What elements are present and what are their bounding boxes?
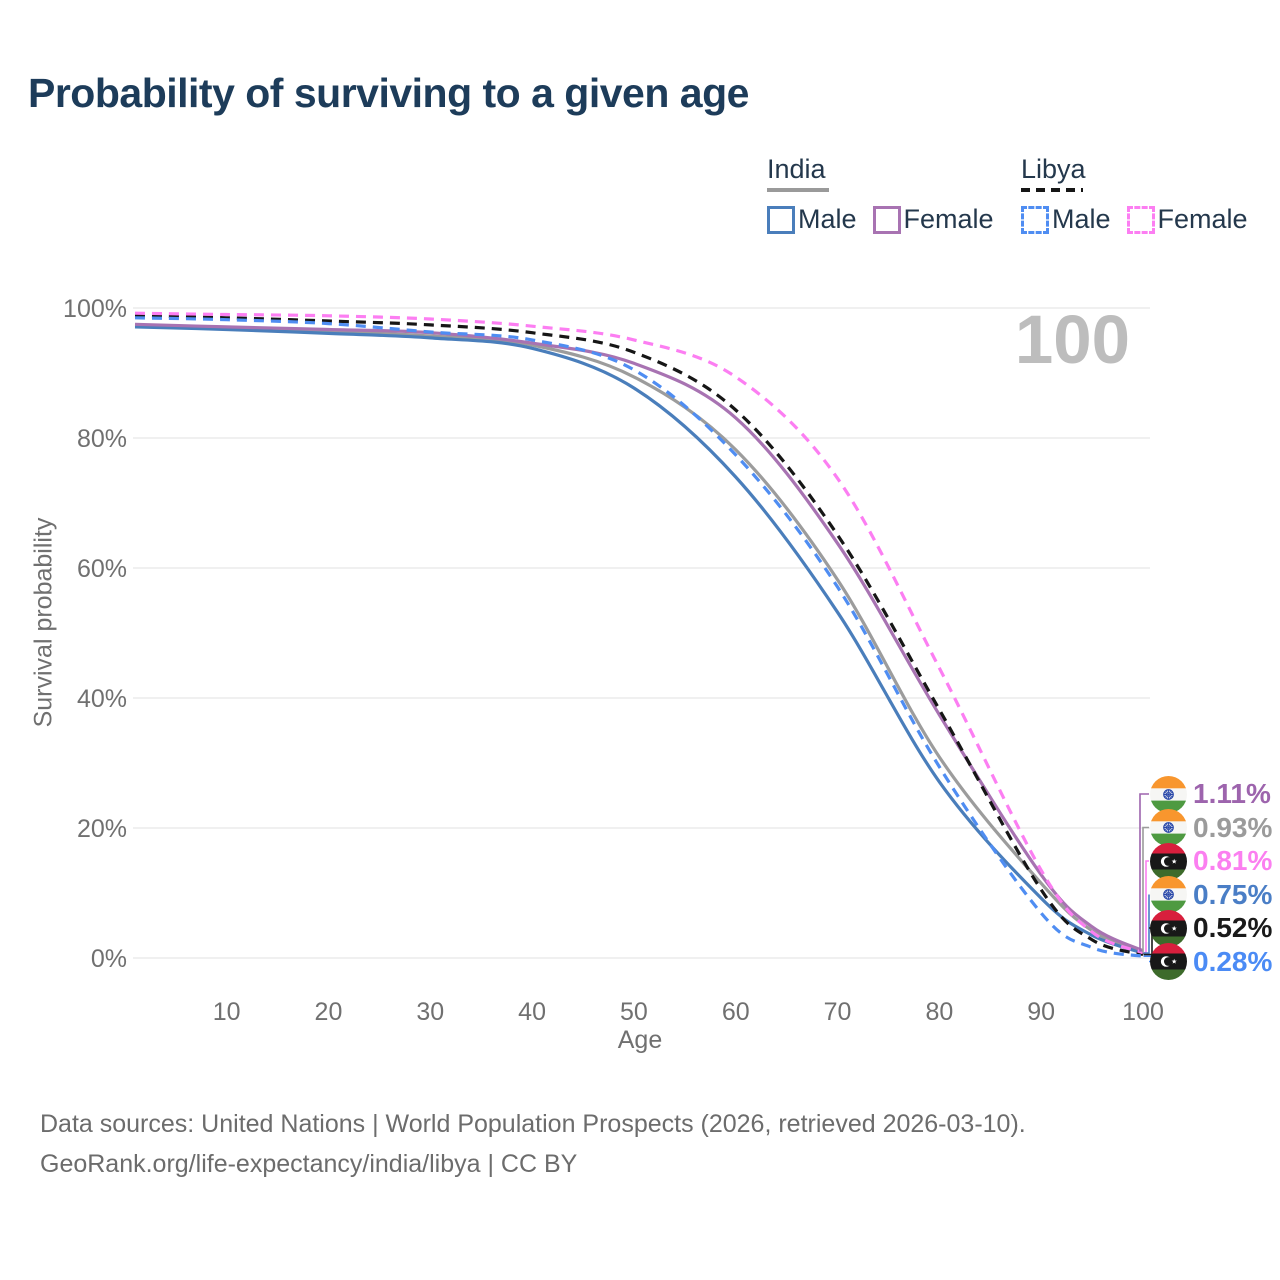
curve-india-female[interactable] (134, 322, 1144, 953)
x-tick-label: 20 (315, 998, 343, 1026)
x-axis-title: Age (617, 1026, 663, 1054)
footer: Data sources: United Nations | World Pop… (40, 1104, 1026, 1184)
libya-female-swatch (1126, 205, 1155, 234)
end-label-libya-female[interactable]: 0.81% (1150, 842, 1273, 880)
footer-sources-line: Data sources: United Nations | World Pop… (40, 1110, 1026, 1138)
libya-underline (1021, 188, 1083, 192)
legend-item-india-female-label: Female (903, 204, 994, 234)
leader-line-libya-female (1143, 860, 1149, 954)
legend-item-india-male[interactable]: Male (767, 204, 857, 235)
y-tick-label: 40% (77, 685, 127, 713)
end-label-value: 1.11% (1193, 778, 1271, 809)
libya-flag-icon (1150, 943, 1187, 980)
curve-india-combined[interactable] (134, 323, 1144, 954)
legend-item-libya-female[interactable]: Female (1126, 204, 1248, 235)
end-label-libya-combined[interactable]: 0.52% (1150, 909, 1273, 947)
end-label-value: 0.52% (1193, 912, 1273, 943)
x-tick-label: 50 (620, 998, 648, 1026)
x-tick-label: 80 (925, 998, 953, 1026)
x-tick-label: 70 (824, 998, 852, 1026)
y-tick-label: 80% (77, 425, 127, 453)
india-flag-icon (1150, 876, 1187, 913)
y-tick-label: 0% (91, 945, 127, 973)
curve-india-male[interactable] (134, 325, 1144, 955)
leader-line-india-female (1139, 793, 1149, 952)
y-tick-label: 100% (63, 295, 127, 323)
legend-items-libya: Male Female (1021, 204, 1264, 235)
x-tick-label: 10 (213, 998, 241, 1026)
end-label-india-female[interactable]: 1.11% (1150, 775, 1271, 813)
x-tick-label: 100 (1122, 998, 1164, 1026)
curve-libya-combined[interactable] (134, 314, 1144, 957)
footer-attribution-line: GeoRank.org/life-expectancy/india/libya … (40, 1150, 578, 1178)
india-flag-icon (1150, 775, 1187, 813)
end-label-india-combined[interactable]: 0.93% (1150, 809, 1273, 846)
india-underline (767, 188, 829, 192)
legend-country-india[interactable]: India (767, 154, 829, 192)
legend-item-libya-male-label: Male (1052, 204, 1111, 234)
india-male-swatch (767, 205, 795, 234)
libya-male-swatch (1021, 205, 1049, 234)
x-tick-label: 90 (1027, 998, 1055, 1026)
end-label-india-male[interactable]: 0.75% (1150, 876, 1273, 913)
end-label-value: 0.28% (1193, 945, 1273, 977)
legend-country-libya-label: Libya (1021, 154, 1086, 184)
x-tick-label: 40 (518, 998, 546, 1026)
libya-flag-icon (1150, 909, 1187, 947)
legend-item-india-male-label: Male (798, 204, 857, 234)
x-tick-label: 30 (416, 998, 444, 1026)
legend-item-libya-male[interactable]: Male (1021, 204, 1111, 235)
legend-item-libya-female-label: Female (1157, 204, 1248, 234)
india-flag-icon (1150, 809, 1187, 846)
end-label-libya-male[interactable]: 0.28% (1150, 943, 1273, 980)
end-label-value: 0.93% (1193, 811, 1273, 843)
curve-libya-female[interactable] (134, 311, 1144, 955)
curve-libya-male[interactable] (134, 316, 1144, 958)
legend-group-india: India Male Female (767, 154, 1010, 235)
india-female-swatch (872, 205, 901, 234)
legend-country-libya[interactable]: Libya (1021, 154, 1086, 192)
end-label-value: 0.75% (1193, 878, 1273, 910)
leader-line-india-male (1143, 894, 1150, 954)
legend-item-india-female[interactable]: Female (872, 204, 994, 235)
page-title: Probability of surviving to a given age (28, 70, 749, 116)
y-axis-title: Survival probability (29, 517, 58, 728)
x-tick-label: 60 (722, 998, 750, 1026)
legend-items-india: Male Female (767, 204, 1010, 235)
y-tick-label: 20% (77, 815, 127, 843)
end-label-value: 0.81% (1193, 845, 1273, 876)
legend-country-india-label: India (767, 154, 826, 184)
libya-flag-icon (1150, 842, 1187, 880)
y-tick-label: 60% (77, 555, 127, 583)
leader-line-india-combined (1142, 826, 1149, 953)
legend-group-libya: Libya Male Female (1021, 154, 1264, 235)
